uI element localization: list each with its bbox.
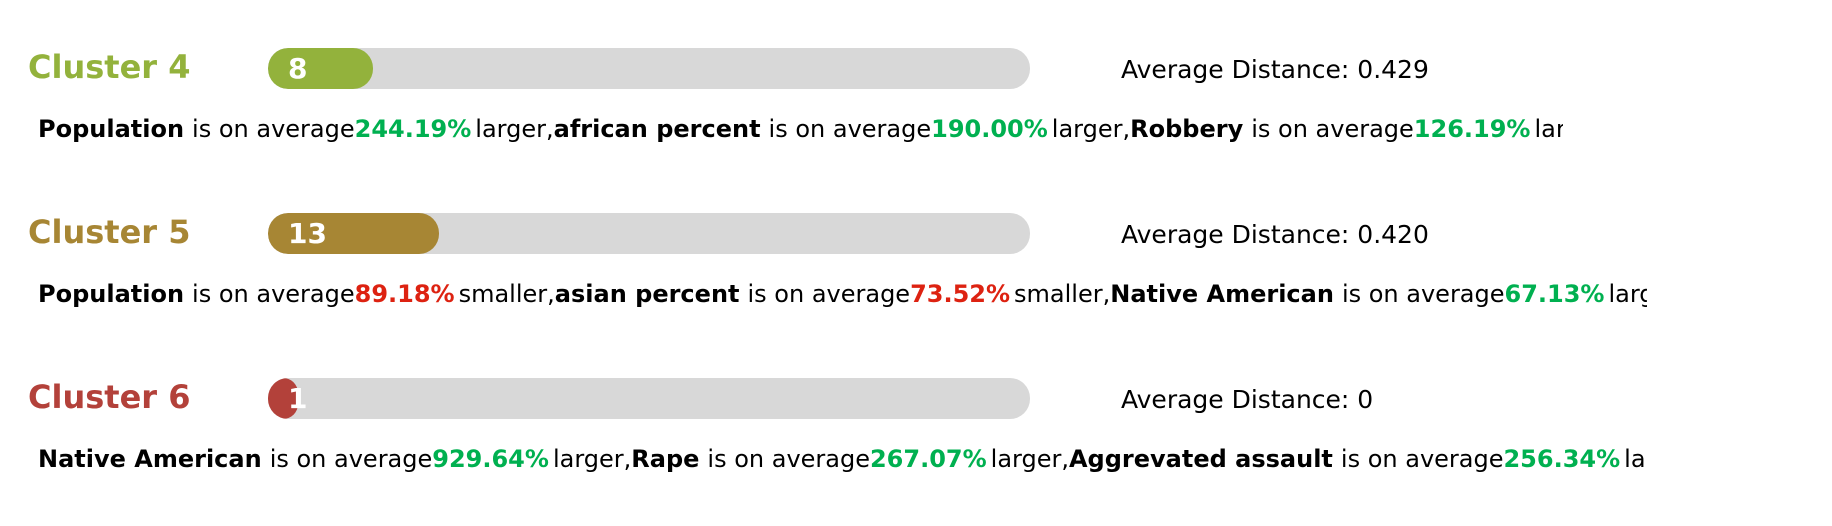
fact-attribute: Population — [38, 115, 185, 143]
cluster-size-bar-fill — [268, 378, 299, 419]
fact-percent: 929.64% — [432, 445, 549, 473]
fact-percent: 244.19% — [354, 115, 472, 143]
fact-percent: 126.19% — [1413, 115, 1531, 143]
fact-comparison: larger — [1624, 445, 1644, 473]
cluster-count: 13 — [288, 217, 327, 250]
fact-connector: is on average — [192, 115, 355, 143]
fact-separator: , — [623, 445, 632, 473]
fact-attribute: Native American — [1110, 280, 1334, 308]
fact-attribute: Robbery — [1130, 115, 1244, 143]
cluster-title: Cluster 4 — [28, 48, 191, 86]
fact-comparison: larger — [1608, 280, 1647, 308]
average-distance-value: 0.429 — [1357, 55, 1429, 84]
cluster-summary: Native American is on average929.64% large… — [38, 442, 1644, 476]
fact-attribute: Population — [38, 280, 185, 308]
average-distance: Average Distance: 0.429 — [1121, 54, 1429, 86]
cluster-title: Cluster 5 — [28, 213, 191, 251]
fact-connector: is on average — [1251, 115, 1414, 143]
fact-comparison: larger — [1051, 115, 1123, 143]
average-distance-label: Average Distance: — [1121, 385, 1358, 414]
fact-attribute: Aggrevated assault — [1068, 445, 1333, 473]
fact-attribute: african percent — [553, 115, 761, 143]
cluster-row: Cluster 5 13 Average Distance: 0.420 Popula… — [0, 165, 1832, 308]
cluster-row: Cluster 4 8 Average Distance: 0.429 Populat… — [0, 0, 1832, 143]
cluster-size-bar: 13 — [268, 213, 1030, 254]
fact-comparison: larger — [990, 445, 1062, 473]
fact-connector: is on average — [1340, 445, 1504, 473]
fact-comparison: larger — [475, 115, 546, 143]
cluster-size-bar: 8 — [268, 48, 1030, 89]
fact-connector: is on average — [747, 280, 911, 308]
fact-separator: , — [1122, 115, 1131, 143]
fact-percent: 67.13% — [1504, 280, 1605, 308]
cluster-row: Cluster 6 1 Average Distance: 0 Native Amer… — [0, 330, 1832, 473]
fact-attribute: asian percent — [554, 280, 740, 308]
fact-percent: 267.07% — [869, 445, 987, 473]
fact-connector: is on average — [269, 445, 433, 473]
fact-comparison: smaller — [1014, 280, 1103, 308]
fact-connector: is on average — [768, 115, 932, 143]
fact-connector: is on average — [192, 280, 355, 308]
fact-separator: , — [547, 280, 555, 308]
fact-connector: is on average — [707, 445, 870, 473]
fact-comparison: larger — [1534, 115, 1563, 143]
fact-separator: , — [1061, 445, 1069, 473]
cluster-count: 1 — [288, 382, 308, 415]
fact-percent: 89.18% — [354, 280, 455, 308]
cluster-title: Cluster 6 — [28, 378, 191, 416]
average-distance: Average Distance: 0.420 — [1121, 219, 1429, 251]
cluster-size-bar: 1 — [268, 378, 1030, 419]
fact-separator: , — [545, 115, 554, 143]
fact-percent: 73.52% — [910, 280, 1011, 308]
fact-attribute: Native American — [38, 445, 262, 473]
cluster-size-bar-fill — [268, 213, 440, 254]
cluster-summary: Population is on average89.18% smaller,asi… — [38, 277, 1647, 311]
cluster-summary: Population is on average244.19% larger,afr… — [38, 112, 1563, 146]
fact-separator: , — [1102, 280, 1111, 308]
fact-percent: 190.00% — [931, 115, 1048, 143]
fact-attribute: Rape — [631, 445, 700, 473]
cluster-count: 8 — [288, 52, 308, 85]
cluster-size-bar-fill — [268, 48, 374, 89]
average-distance-value: 0.420 — [1357, 220, 1429, 249]
fact-percent: 256.34% — [1503, 445, 1621, 473]
average-distance-label: Average Distance: — [1121, 220, 1358, 249]
average-distance-label: Average Distance: — [1121, 55, 1358, 84]
average-distance: Average Distance: 0 — [1121, 384, 1373, 416]
fact-comparison: smaller — [458, 280, 548, 308]
fact-connector: is on average — [1341, 280, 1505, 308]
fact-comparison: larger — [552, 445, 624, 473]
average-distance-value: 0 — [1357, 385, 1374, 414]
